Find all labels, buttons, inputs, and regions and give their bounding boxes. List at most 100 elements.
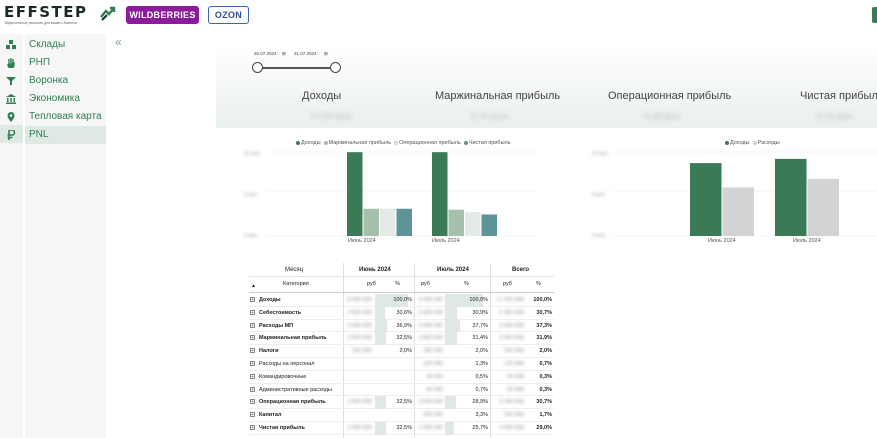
sub-pct: % bbox=[464, 281, 469, 287]
legend-dot-icon bbox=[323, 140, 328, 145]
table-row[interactable]: + Административные расходы 60 000 0,7% 60 00… bbox=[249, 384, 554, 397]
expand-row-icon[interactable]: + bbox=[250, 309, 255, 316]
col-total[interactable]: Всего bbox=[512, 267, 530, 273]
expand-row-icon[interactable]: + bbox=[250, 399, 255, 406]
table-row[interactable]: + Расходы на персонал 120 000 1,3% 120 000 0,… bbox=[249, 358, 554, 371]
table-cell-tot-pct: 0,3% bbox=[526, 384, 554, 397]
table-cell-jun-pct: 2,0% bbox=[375, 345, 414, 358]
sort-arrow-icon[interactable]: ▲ bbox=[251, 283, 256, 289]
y-tick-label: 10 млн bbox=[244, 151, 261, 157]
table-cell-jul-rub: 3 400 000 bbox=[415, 320, 445, 333]
col-divider bbox=[490, 263, 491, 438]
cell-value: 5 200 000 bbox=[499, 399, 524, 406]
table-row[interactable]: + Капитал 300 000 3,3% 300 000 1,7% bbox=[249, 409, 554, 422]
collapse-sidebar-button[interactable]: « bbox=[115, 35, 122, 49]
sidebar-item-funnel[interactable]: Воронка bbox=[29, 75, 69, 86]
bank-icon[interactable] bbox=[4, 92, 18, 106]
table-cell-jul-rub: 9 000 000 bbox=[415, 294, 445, 307]
legend-item-expenses[interactable]: Расходы bbox=[752, 140, 780, 146]
table-cell-tot-pct: 30,7% bbox=[526, 396, 554, 409]
table-cell-jun-pct bbox=[375, 358, 414, 371]
bar-доходы-2[interactable] bbox=[775, 158, 807, 236]
col-july[interactable]: Июль 2024 bbox=[437, 267, 469, 273]
table-cell-jul-pct: 2,0% bbox=[445, 345, 490, 358]
cell-databar bbox=[445, 422, 455, 435]
expand-row-icon[interactable]: + bbox=[250, 373, 255, 380]
effstep-logo[interactable]: EFFSTEP Эффективные решения для вашего б… bbox=[4, 4, 116, 28]
cell-value: 2 800 000 bbox=[418, 309, 443, 316]
expand-row-icon[interactable]: + bbox=[250, 361, 255, 367]
header-action-button[interactable] bbox=[872, 7, 877, 23]
date-range-slider[interactable] bbox=[257, 67, 337, 69]
sidebar-item-economics[interactable]: Экономика bbox=[29, 93, 80, 104]
bar-чистая-прибыль-2[interactable] bbox=[481, 214, 498, 236]
expand-row-icon[interactable]: + bbox=[250, 348, 255, 355]
bar-расходы-1[interactable] bbox=[722, 187, 755, 236]
cell-databar bbox=[375, 294, 409, 307]
expand-row-icon[interactable]: + bbox=[250, 322, 255, 329]
table-row[interactable]: + Маржинальная прибыль 2 600 000 32,5% 2 800… bbox=[249, 332, 554, 346]
expand-row-icon[interactable]: + bbox=[250, 412, 255, 419]
table-row[interactable]: + Доходы 8 000 000 100,0% 9 000 000 100,0% 17 … bbox=[249, 294, 554, 307]
kpi-margin-title: Маржинальная прибыль bbox=[435, 90, 561, 102]
table-cell-jun-rub bbox=[344, 371, 374, 384]
sidebar-item-heatmap[interactable]: Тепловая карта bbox=[29, 111, 102, 122]
table-row[interactable]: + Себестоимость 2 500 000 30,6% 2 800 000 30,… bbox=[249, 306, 554, 320]
ruble-icon[interactable] bbox=[4, 128, 18, 142]
table-row[interactable]: + Расходы МП 3 000 000 36,9% 3 400 000 37,7% 6… bbox=[249, 319, 554, 333]
hand-icon[interactable] bbox=[4, 56, 18, 70]
bar-маржинальная-прибыль-2[interactable] bbox=[448, 209, 465, 236]
expand-row-icon[interactable]: + bbox=[250, 297, 255, 303]
cell-value: 300 000 bbox=[504, 412, 524, 419]
slider-end-handle[interactable] bbox=[330, 62, 341, 73]
cell-value: 1,3% bbox=[475, 361, 488, 367]
table-cell-jul-rub: 60 000 bbox=[415, 384, 445, 397]
cell-databar bbox=[375, 332, 386, 346]
table-cell-jul-pct: 30,9% bbox=[445, 306, 490, 320]
bar-доходы-1[interactable] bbox=[347, 152, 363, 236]
warehouse-icon[interactable] bbox=[4, 38, 18, 52]
map-pin-icon[interactable] bbox=[4, 110, 18, 124]
bar-операционная-прибыль-2[interactable] bbox=[465, 211, 481, 236]
table-cell-jul-pct: 28,9% bbox=[445, 396, 490, 410]
legend-item-margin[interactable]: Маржинальная прибыль bbox=[323, 140, 391, 146]
table-cell-jun-pct: 32,5% bbox=[375, 396, 414, 410]
legend-item-net[interactable]: Чистая прибыль bbox=[463, 140, 511, 146]
row-category: Административные расходы bbox=[259, 386, 332, 393]
sidebar-item-rnp[interactable]: РНП bbox=[29, 57, 51, 68]
expand-row-icon[interactable]: + bbox=[250, 425, 255, 431]
table-row[interactable]: + Налоги 160 000 2,0% 180 000 2,0% 340 000 2,0% bbox=[249, 345, 554, 358]
sub-pct: % bbox=[395, 281, 400, 287]
kpi-band: 26.07.2024 ⊞ 31.07.2024 ⊞ Доходы 17,89 м… bbox=[216, 44, 877, 128]
legend-item-operating[interactable]: Операционная прибыль bbox=[394, 140, 461, 146]
table-row[interactable]: + Операционная прибыль 2 600 000 32,5% 2 600… bbox=[249, 396, 554, 410]
bar-доходы-2[interactable] bbox=[432, 152, 448, 236]
col-june[interactable]: Июнь 2024 bbox=[359, 267, 391, 273]
y-tick-label: 10 млн bbox=[592, 151, 609, 157]
expand-row-icon[interactable]: + bbox=[250, 335, 255, 342]
bar-доходы-1[interactable] bbox=[690, 163, 722, 236]
cell-value: 100,0% bbox=[533, 297, 552, 303]
right-chart-svg bbox=[612, 151, 877, 237]
sidebar-item-pnl[interactable]: PNL bbox=[25, 126, 106, 144]
funnel-icon[interactable] bbox=[4, 74, 18, 88]
ozon-button[interactable]: OZON bbox=[208, 6, 249, 24]
bar-расходы-2[interactable] bbox=[807, 179, 840, 236]
cell-value: 25,7% bbox=[472, 425, 488, 431]
logo-arrow-icon bbox=[100, 6, 116, 21]
legend-item-revenue[interactable]: Доходы bbox=[725, 140, 750, 146]
table-row[interactable]: + Чистая прибыль 2 600 000 32,5% 2 300 000 25… bbox=[249, 422, 554, 435]
slider-start-handle[interactable] bbox=[252, 62, 263, 73]
bar-операционная-прибыль-1[interactable] bbox=[380, 208, 396, 236]
table-cell-tot-rub: 120 000 bbox=[491, 358, 526, 371]
legend-item-revenue[interactable]: Доходы bbox=[296, 140, 321, 146]
expand-row-icon[interactable]: + bbox=[250, 386, 255, 393]
cell-value: 30,7% bbox=[536, 399, 552, 406]
bar-маржинальная-прибыль-1[interactable] bbox=[363, 208, 380, 236]
sidebar-item-warehouses[interactable]: Склады bbox=[29, 39, 66, 50]
row-category: Расходы на персонал bbox=[259, 361, 315, 367]
wildberries-button[interactable]: WILDBERRIES bbox=[126, 6, 199, 24]
table-row[interactable]: + Командировочные 45 000 0,5% 45 000 0,3% bbox=[249, 371, 554, 384]
bar-чистая-прибыль-1[interactable] bbox=[396, 208, 413, 236]
row-category: Налоги bbox=[259, 348, 279, 355]
